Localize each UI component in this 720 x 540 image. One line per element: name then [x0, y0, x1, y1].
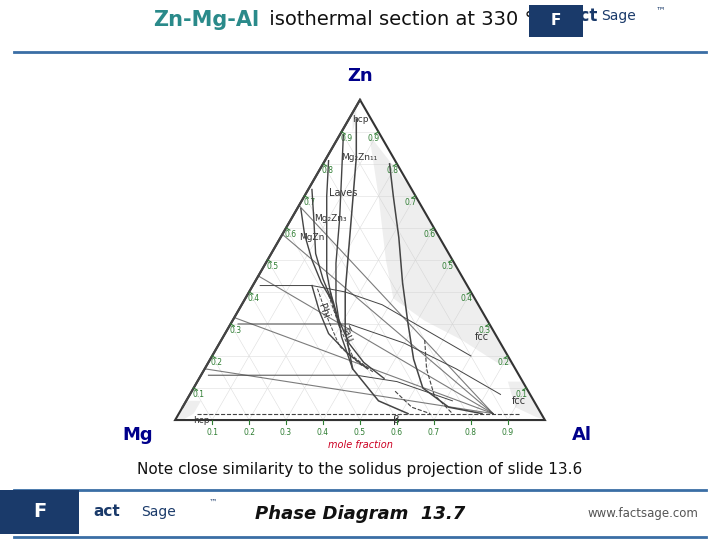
Text: 0.6: 0.6	[284, 230, 297, 239]
Text: 0.8: 0.8	[465, 428, 477, 437]
Text: 0.7: 0.7	[303, 198, 315, 207]
Text: 0.3: 0.3	[280, 428, 292, 437]
Text: MgZn: MgZn	[299, 233, 325, 242]
Text: Mg₂Zn₃: Mg₂Zn₃	[314, 214, 346, 223]
Text: 0.7: 0.7	[405, 198, 417, 207]
Text: 0.3: 0.3	[479, 326, 491, 335]
Text: Al: Al	[572, 426, 592, 444]
Text: ™: ™	[655, 5, 665, 15]
Polygon shape	[175, 401, 201, 420]
Polygon shape	[508, 382, 545, 420]
Text: 0.8: 0.8	[322, 166, 334, 174]
Text: fcc: fcc	[474, 332, 489, 342]
Text: F: F	[551, 14, 561, 29]
Text: 0.6: 0.6	[423, 230, 436, 239]
Text: 0.5: 0.5	[354, 428, 366, 437]
Text: 0.2: 0.2	[211, 357, 223, 367]
Text: fcc: fcc	[512, 396, 526, 406]
Text: 0.1: 0.1	[192, 390, 204, 399]
Text: Note close similarity to the solidus projection of slide 13.6: Note close similarity to the solidus pro…	[138, 462, 582, 477]
Text: Mg₂Zn₁₁: Mg₂Zn₁₁	[341, 153, 378, 162]
Text: Tau: Tau	[339, 324, 355, 343]
Text: 0.4: 0.4	[248, 294, 260, 302]
Text: 0.5: 0.5	[266, 262, 279, 271]
Text: β: β	[393, 415, 400, 425]
Text: 0.9: 0.9	[368, 133, 380, 143]
FancyBboxPatch shape	[529, 5, 583, 37]
Text: hcp: hcp	[193, 416, 210, 424]
Text: act: act	[94, 504, 120, 519]
Text: hcp: hcp	[352, 114, 368, 124]
Text: 0.4: 0.4	[317, 428, 329, 437]
Polygon shape	[369, 135, 513, 366]
Polygon shape	[353, 100, 360, 132]
FancyBboxPatch shape	[0, 490, 79, 534]
Text: Laves: Laves	[328, 188, 357, 198]
Text: 0.5: 0.5	[441, 262, 454, 271]
Text: 0.7: 0.7	[428, 428, 440, 437]
Text: 0.2: 0.2	[243, 428, 255, 437]
Text: Phi: Phi	[316, 302, 330, 320]
Text: 0.1: 0.1	[516, 390, 528, 399]
Text: www.factsage.com: www.factsage.com	[588, 508, 698, 521]
Text: Zn: Zn	[347, 67, 373, 85]
Text: 0.1: 0.1	[206, 428, 218, 437]
Text: ™: ™	[209, 498, 217, 507]
Text: Fact: Fact	[558, 7, 598, 25]
Text: Sage: Sage	[601, 9, 636, 23]
Text: 0.8: 0.8	[386, 166, 398, 174]
Text: Zn-Mg-Al: Zn-Mg-Al	[153, 10, 259, 30]
Text: Phase Diagram  13.7: Phase Diagram 13.7	[255, 505, 465, 523]
Text: 0.9: 0.9	[340, 133, 352, 143]
Text: mole fraction: mole fraction	[328, 440, 392, 450]
Text: isothermal section at 330 °C: isothermal section at 330 °C	[263, 10, 548, 29]
Text: 0.2: 0.2	[497, 357, 509, 367]
Text: 0.4: 0.4	[460, 294, 472, 302]
Text: 0.3: 0.3	[229, 326, 241, 335]
Text: Mg: Mg	[123, 426, 153, 444]
Text: Sage: Sage	[141, 505, 176, 518]
Text: F: F	[33, 502, 46, 521]
Text: 0.9: 0.9	[502, 428, 514, 437]
Text: 0.6: 0.6	[391, 428, 403, 437]
